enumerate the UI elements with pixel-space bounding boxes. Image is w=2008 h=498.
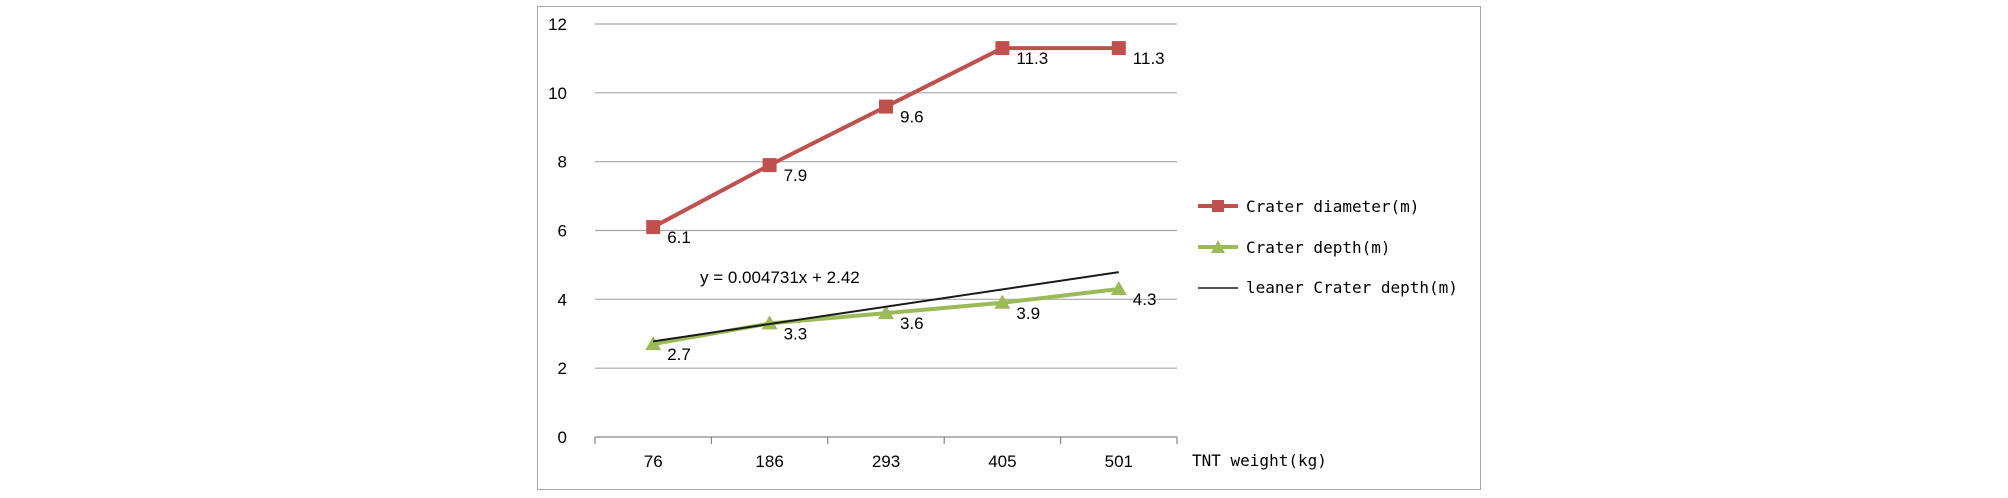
gridlines: [595, 23, 1177, 438]
y-tick-label: 0: [558, 428, 567, 447]
y-tick-label: 8: [558, 153, 567, 172]
x-tick-labels: 76 186 293 405 501: [594, 437, 1178, 471]
data-label-1-4: 4.3: [1133, 290, 1157, 309]
data-point-1-3: [994, 294, 1011, 309]
data-point-0-1: [762, 158, 777, 173]
y-tick-label: 4: [558, 290, 567, 309]
x-tick-label: 186: [755, 452, 783, 471]
x-tick-label: 76: [644, 452, 663, 471]
data-label-1-3: 3.9: [1016, 304, 1040, 323]
data-label-1-1: 3.3: [784, 324, 808, 343]
data-label-0-4: 11.3: [1133, 49, 1165, 68]
legend-item-crater-depth: Crater depth(m): [1198, 238, 1391, 257]
data-labels: 6.1 7.9 9.6 11.3 11.3 2.7 3.3 3.6 3.9 4.3: [667, 49, 1164, 364]
x-tick-label: 501: [1105, 452, 1133, 471]
legend-item-trendline: leaner Crater depth(m): [1198, 278, 1458, 297]
series-layer: [645, 41, 1127, 351]
legend-label-crater-diameter: Crater diameter(m): [1246, 197, 1419, 216]
y-tick-label: 12: [548, 15, 567, 34]
y-tick-label: 6: [558, 222, 567, 241]
trendline: [653, 271, 1119, 343]
data-label-1-0: 2.7: [667, 345, 691, 364]
data-point-0-0: [646, 220, 661, 235]
y-tick-label: 2: [558, 359, 567, 378]
series-line-0: [652, 46, 1119, 229]
data-point-0-4: [1111, 41, 1126, 56]
data-point-1-2: [878, 305, 894, 320]
x-axis-label: TNT weight(kg): [1192, 451, 1327, 470]
data-label-1-2: 3.6: [900, 314, 924, 333]
x-tick-label: 293: [872, 452, 900, 471]
data-label-0-3: 11.3: [1016, 49, 1048, 68]
data-point-1-4: [1110, 281, 1127, 296]
data-label-0-2: 9.6: [900, 108, 924, 127]
legend: Crater diameter(m) Crater depth(m) leane…: [1198, 197, 1458, 297]
legend-label-trendline: leaner Crater depth(m): [1246, 278, 1458, 297]
data-point-0-3: [995, 41, 1010, 56]
data-label-0-0: 6.1: [667, 228, 691, 247]
x-tick-label: 405: [988, 452, 1016, 471]
data-point-1-1: [761, 315, 778, 330]
y-tick-label: 10: [548, 84, 567, 103]
data-point-0-2: [879, 99, 893, 114]
data-point-1-0: [645, 336, 662, 351]
legend-item-crater-diameter: Crater diameter(m): [1198, 197, 1419, 216]
trendline-equation: y = 0.004731x + 2.42: [700, 268, 860, 287]
chart-frame: [537, 6, 1481, 490]
legend-label-crater-depth: Crater depth(m): [1246, 238, 1391, 257]
data-label-0-1: 7.9: [784, 166, 808, 185]
y-tick-labels: 0 2 4 6 8 10 12: [548, 15, 567, 447]
